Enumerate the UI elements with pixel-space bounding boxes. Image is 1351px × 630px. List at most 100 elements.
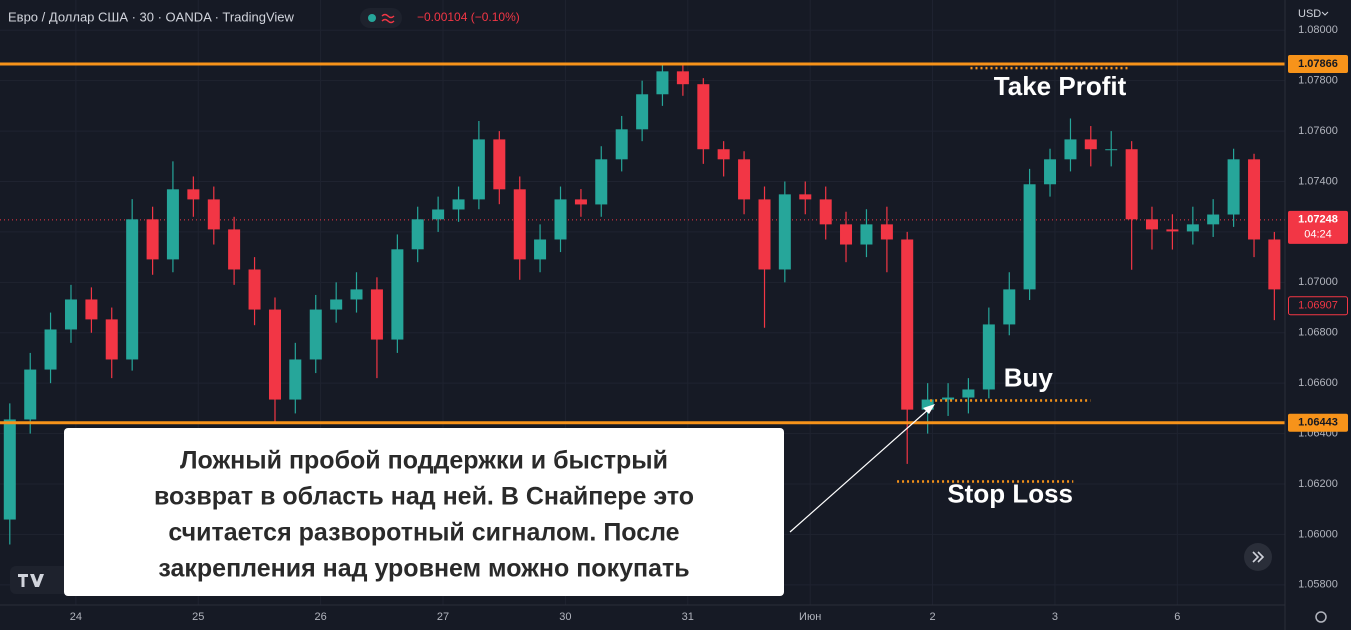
- candle-body: [207, 199, 220, 230]
- candle-body: [64, 299, 77, 330]
- candle-body: [738, 159, 751, 200]
- candle-body: [656, 71, 669, 95]
- candle-body: [24, 369, 37, 420]
- y-tick-label: 1.07000: [1298, 276, 1338, 288]
- candle-body: [309, 309, 322, 360]
- candle-body: [840, 224, 853, 245]
- candle-body: [350, 289, 363, 300]
- candle-body: [228, 229, 241, 270]
- candle-body: [289, 359, 302, 400]
- y-tick-label: 1.07600: [1298, 125, 1338, 137]
- candle-body: [166, 189, 179, 260]
- candle-body: [432, 209, 445, 220]
- candle-body: [758, 199, 771, 270]
- candle-body: [595, 159, 608, 205]
- marker-label: 1.06907: [1298, 300, 1338, 312]
- x-tick-label: 26: [315, 611, 327, 623]
- candle-body: [268, 309, 281, 400]
- y-tick-label: 1.07800: [1298, 75, 1338, 87]
- scroll-icon: [1252, 551, 1265, 563]
- candle-body: [717, 149, 730, 160]
- logo-mark: [18, 574, 44, 587]
- candle-body: [697, 84, 710, 150]
- candle-body: [1064, 139, 1077, 160]
- settings-icon[interactable]: [1315, 611, 1327, 623]
- candle-body: [636, 94, 649, 130]
- candle-body: [799, 194, 812, 200]
- candle-body: [493, 139, 506, 190]
- level-label: 1.07866: [1298, 58, 1338, 70]
- status-icon: [381, 13, 395, 24]
- candle-body: [574, 199, 587, 205]
- marker-label-box: [1288, 296, 1348, 316]
- candle-body: [778, 194, 791, 270]
- annotation-text: Buy: [1004, 362, 1054, 392]
- candle-body: [1003, 289, 1016, 325]
- candle-body: [85, 299, 98, 320]
- candle-body: [472, 139, 485, 200]
- candles: [3, 63, 1281, 545]
- candle-body: [3, 419, 16, 520]
- y-tick-label: 1.07400: [1298, 175, 1338, 187]
- candle-body: [880, 224, 893, 240]
- candle-body: [513, 189, 526, 260]
- candle-body: [962, 389, 975, 398]
- levels: [0, 62, 1285, 425]
- candle-body: [370, 289, 383, 340]
- price-label: 1.07248: [1298, 214, 1338, 226]
- annotation-text: Stop Loss: [947, 478, 1073, 508]
- candle-body: [1145, 219, 1158, 230]
- price-change: −0.00104 (−0.10%): [417, 10, 520, 24]
- candle-body: [44, 329, 57, 370]
- candle-body: [1186, 224, 1199, 232]
- y-tick-label: 1.08000: [1298, 24, 1338, 36]
- y-tick-label: 1.06200: [1298, 478, 1338, 490]
- y-tick-label: 1.06800: [1298, 327, 1338, 339]
- x-tick-label: 2: [929, 611, 935, 623]
- candle-body: [942, 397, 955, 400]
- candle-body: [901, 239, 914, 410]
- arrow: [789, 407, 931, 533]
- candle-body: [452, 199, 465, 210]
- candle-body: [534, 239, 547, 260]
- note-line: Ложный пробой поддержки и быстрый: [180, 447, 668, 475]
- candle-body: [554, 199, 567, 240]
- candle-body: [982, 324, 995, 390]
- x-tick-label: 24: [70, 611, 82, 623]
- candle-body: [1023, 184, 1036, 290]
- candle-body: [819, 199, 832, 225]
- annotations: Take Profit Buy Stop Loss: [897, 66, 1130, 508]
- currency[interactable]: USD: [1298, 8, 1321, 20]
- status-pill[interactable]: [360, 8, 402, 28]
- y-tick-label: 1.06600: [1298, 377, 1338, 389]
- countdown: 04:24: [1304, 229, 1332, 241]
- level-label: 1.06443: [1298, 417, 1338, 429]
- level-label-box: [1288, 413, 1348, 432]
- x-tick-label: 25: [192, 611, 204, 623]
- x-tick-label: 31: [682, 611, 694, 623]
- candle-body: [248, 269, 261, 310]
- candle-body: [391, 249, 404, 340]
- x-tick-label: Июн: [799, 611, 821, 623]
- candle-body: [1084, 139, 1097, 150]
- x-tick-label: 30: [559, 611, 571, 623]
- candle-body: [1105, 149, 1118, 151]
- candle-body: [615, 129, 628, 160]
- arrow-head: [923, 404, 935, 414]
- candle-body: [411, 219, 424, 250]
- status-dot: [368, 14, 376, 22]
- candle-body: [1044, 159, 1057, 185]
- symbol-title: Евро / Доллар США · 30 · OANDA · Trading…: [8, 9, 295, 24]
- note-line: закрепления над уровнем можно покупать: [158, 555, 689, 583]
- candle-body: [187, 189, 200, 200]
- annotation-text: Take Profit: [994, 71, 1127, 101]
- x-tick-label: 27: [437, 611, 449, 623]
- candle-body: [1227, 159, 1240, 215]
- note-line: возврат в область над ней. В Снайпере эт…: [154, 483, 694, 511]
- level-label-box: [1288, 55, 1348, 74]
- candle-body: [860, 224, 873, 245]
- candle-body: [921, 399, 934, 410]
- note-line: считается разворотный сигналом. После: [168, 519, 679, 547]
- candle-body: [330, 299, 343, 310]
